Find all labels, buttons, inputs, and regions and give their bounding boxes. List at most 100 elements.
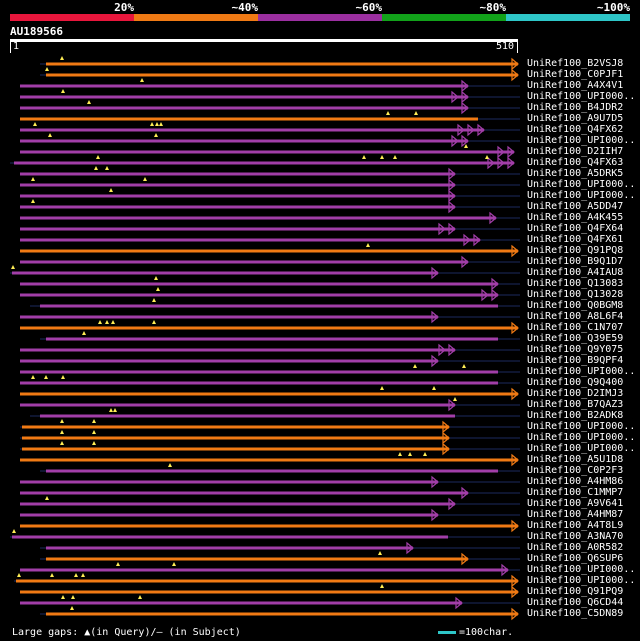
hit-end-arrow [473, 233, 481, 247]
hit-label[interactable]: UniRef100_A5U1D8 [527, 454, 624, 465]
hit-bar [20, 458, 518, 462]
hit-label[interactable]: UniRef100_C1MMP7 [527, 487, 624, 498]
hit-end-arrow [455, 596, 463, 610]
hit-label[interactable]: UniRef100_A8L6F4 [527, 311, 624, 322]
query-gap-marker [33, 122, 37, 126]
hit-bar [20, 106, 468, 110]
query-gap-marker [116, 562, 120, 566]
query-gap-marker [140, 78, 144, 82]
hit-label[interactable]: UniRef100_A0R582 [527, 542, 624, 553]
query-gap-marker [87, 100, 91, 104]
hit-label[interactable]: UniRef100_A9V641 [527, 498, 624, 509]
hit-label[interactable]: UniRef100_A9U7D5 [527, 113, 624, 124]
query-ruler: 1 510 [10, 41, 518, 53]
hit-end-arrow [431, 508, 439, 522]
hit-bar [16, 579, 518, 583]
hit-end-arrow [481, 288, 489, 302]
query-gap-marker [45, 496, 49, 500]
hit-label[interactable]: UniRef100_B9QPF4 [527, 355, 624, 366]
hit-label[interactable]: UniRef100_Q4FX64 [527, 223, 624, 234]
hit-label[interactable]: UniRef100_A4HM87 [527, 509, 624, 520]
hit-label[interactable]: UniRef100_D2IIH7 [527, 146, 624, 157]
hit-label[interactable]: UniRef100_UPI000.. [527, 564, 636, 575]
query-gap-marker [92, 430, 96, 434]
hit-label[interactable]: UniRef100_B7QAZ3 [527, 399, 624, 410]
hit-bar [20, 315, 438, 319]
hit-end-arrow [438, 343, 446, 357]
hit-bar [20, 403, 455, 407]
hit-end-arrow [448, 497, 456, 511]
query-gap-marker [168, 463, 172, 467]
query-gap-marker [413, 364, 417, 368]
hit-label[interactable]: UniRef100_UPI000.. [527, 179, 636, 190]
hit-label[interactable]: UniRef100_Q13083 [527, 278, 624, 289]
hit-label[interactable]: UniRef100_A4K455 [527, 212, 624, 223]
hit-end-arrow [511, 519, 519, 533]
hit-end-arrow [431, 354, 439, 368]
query-sequence-line [10, 39, 518, 42]
hit-end-arrow [406, 541, 414, 555]
hit-label[interactable]: UniRef100_A4HM86 [527, 476, 624, 487]
hit-end-arrow [467, 123, 475, 137]
query-gap-marker [92, 419, 96, 423]
hit-label[interactable]: UniRef100_UPI000.. [527, 190, 636, 201]
hit-label[interactable]: UniRef100_Q91PQ8 [527, 245, 624, 256]
hit-bar [20, 282, 498, 286]
hit-label[interactable]: UniRef100_B2ADK8 [527, 410, 624, 421]
hit-label[interactable]: UniRef100_Q4FX63 [527, 157, 624, 168]
hit-end-arrow [451, 90, 459, 104]
hit-end-arrow [511, 607, 519, 621]
hit-label[interactable]: UniRef100_UPI000.. [527, 421, 636, 432]
hit-label[interactable]: UniRef100_A4IAU8 [527, 267, 624, 278]
query-gap-marker [485, 155, 489, 159]
hit-end-arrow [431, 475, 439, 489]
hit-label[interactable]: UniRef100_B4JDR2 [527, 102, 624, 113]
hit-bar [20, 128, 484, 132]
hit-label[interactable]: UniRef100_UPI000.. [527, 575, 636, 586]
hit-label[interactable]: UniRef100_A4X4V1 [527, 80, 624, 91]
hit-label[interactable]: UniRef100_Q91PQ9 [527, 586, 624, 597]
hit-label[interactable]: UniRef100_Q9Q400 [527, 377, 624, 388]
hit-label[interactable]: UniRef100_D2IMJ3 [527, 388, 624, 399]
hit-label[interactable]: UniRef100_A4T8L9 [527, 520, 624, 531]
hit-label[interactable]: UniRef100_UPI000.. [527, 135, 636, 146]
hit-bar [46, 73, 518, 77]
hit-label[interactable]: UniRef100_UPI000.. [527, 432, 636, 443]
hit-label[interactable]: UniRef100_Q4FX62 [527, 124, 624, 135]
query-gap-marker [366, 243, 370, 247]
query-gap-marker [111, 320, 115, 324]
hit-bar [20, 172, 455, 176]
hit-label[interactable]: UniRef100_Q13028 [527, 289, 624, 300]
hit-label[interactable]: UniRef100_A5DD47 [527, 201, 624, 212]
query-gap-marker [48, 133, 52, 137]
hit-label[interactable]: UniRef100_Q39E59 [527, 333, 624, 344]
hit-label[interactable]: UniRef100_UPI000.. [527, 91, 636, 102]
hit-label[interactable]: UniRef100_A3NA70 [527, 531, 624, 542]
query-gap-marker [138, 595, 142, 599]
hit-end-arrow [431, 266, 439, 280]
hit-label[interactable]: UniRef100_A5DRK5 [527, 168, 624, 179]
query-gap-marker [71, 595, 75, 599]
hit-label[interactable]: UniRef100_B9Q1D7 [527, 256, 624, 267]
hit-label[interactable]: UniRef100_UPI000.. [527, 366, 636, 377]
hit-label[interactable]: UniRef100_Q4FX61 [527, 234, 624, 245]
hit-label[interactable]: UniRef100_B2VSJ8 [527, 58, 624, 69]
hit-label[interactable]: UniRef100_UPI000.. [527, 443, 636, 454]
hit-label[interactable]: UniRef100_Q0BGM8 [527, 300, 624, 311]
query-gap-marker [60, 441, 64, 445]
hit-label[interactable]: UniRef100_C0P2F3 [527, 465, 624, 476]
hit-label[interactable]: UniRef100_Q6CD44 [527, 597, 624, 608]
hit-label[interactable]: UniRef100_Q6SUP6 [527, 553, 624, 564]
hit-end-arrow [511, 68, 519, 82]
hit-bar [20, 326, 518, 330]
hit-bar [14, 161, 514, 165]
hit-bar [20, 568, 508, 572]
hit-end-arrow [507, 156, 515, 170]
hit-label[interactable]: UniRef100_C1N707 [527, 322, 624, 333]
hit-end-arrow [511, 57, 519, 71]
hit-label[interactable]: UniRef100_C5DN89 [527, 608, 624, 619]
ruler-start: 1 [13, 41, 20, 52]
hit-label[interactable]: UniRef100_C0PJF1 [527, 69, 624, 80]
hit-bar [20, 183, 455, 187]
hit-label[interactable]: UniRef100_Q9Y075 [527, 344, 624, 355]
